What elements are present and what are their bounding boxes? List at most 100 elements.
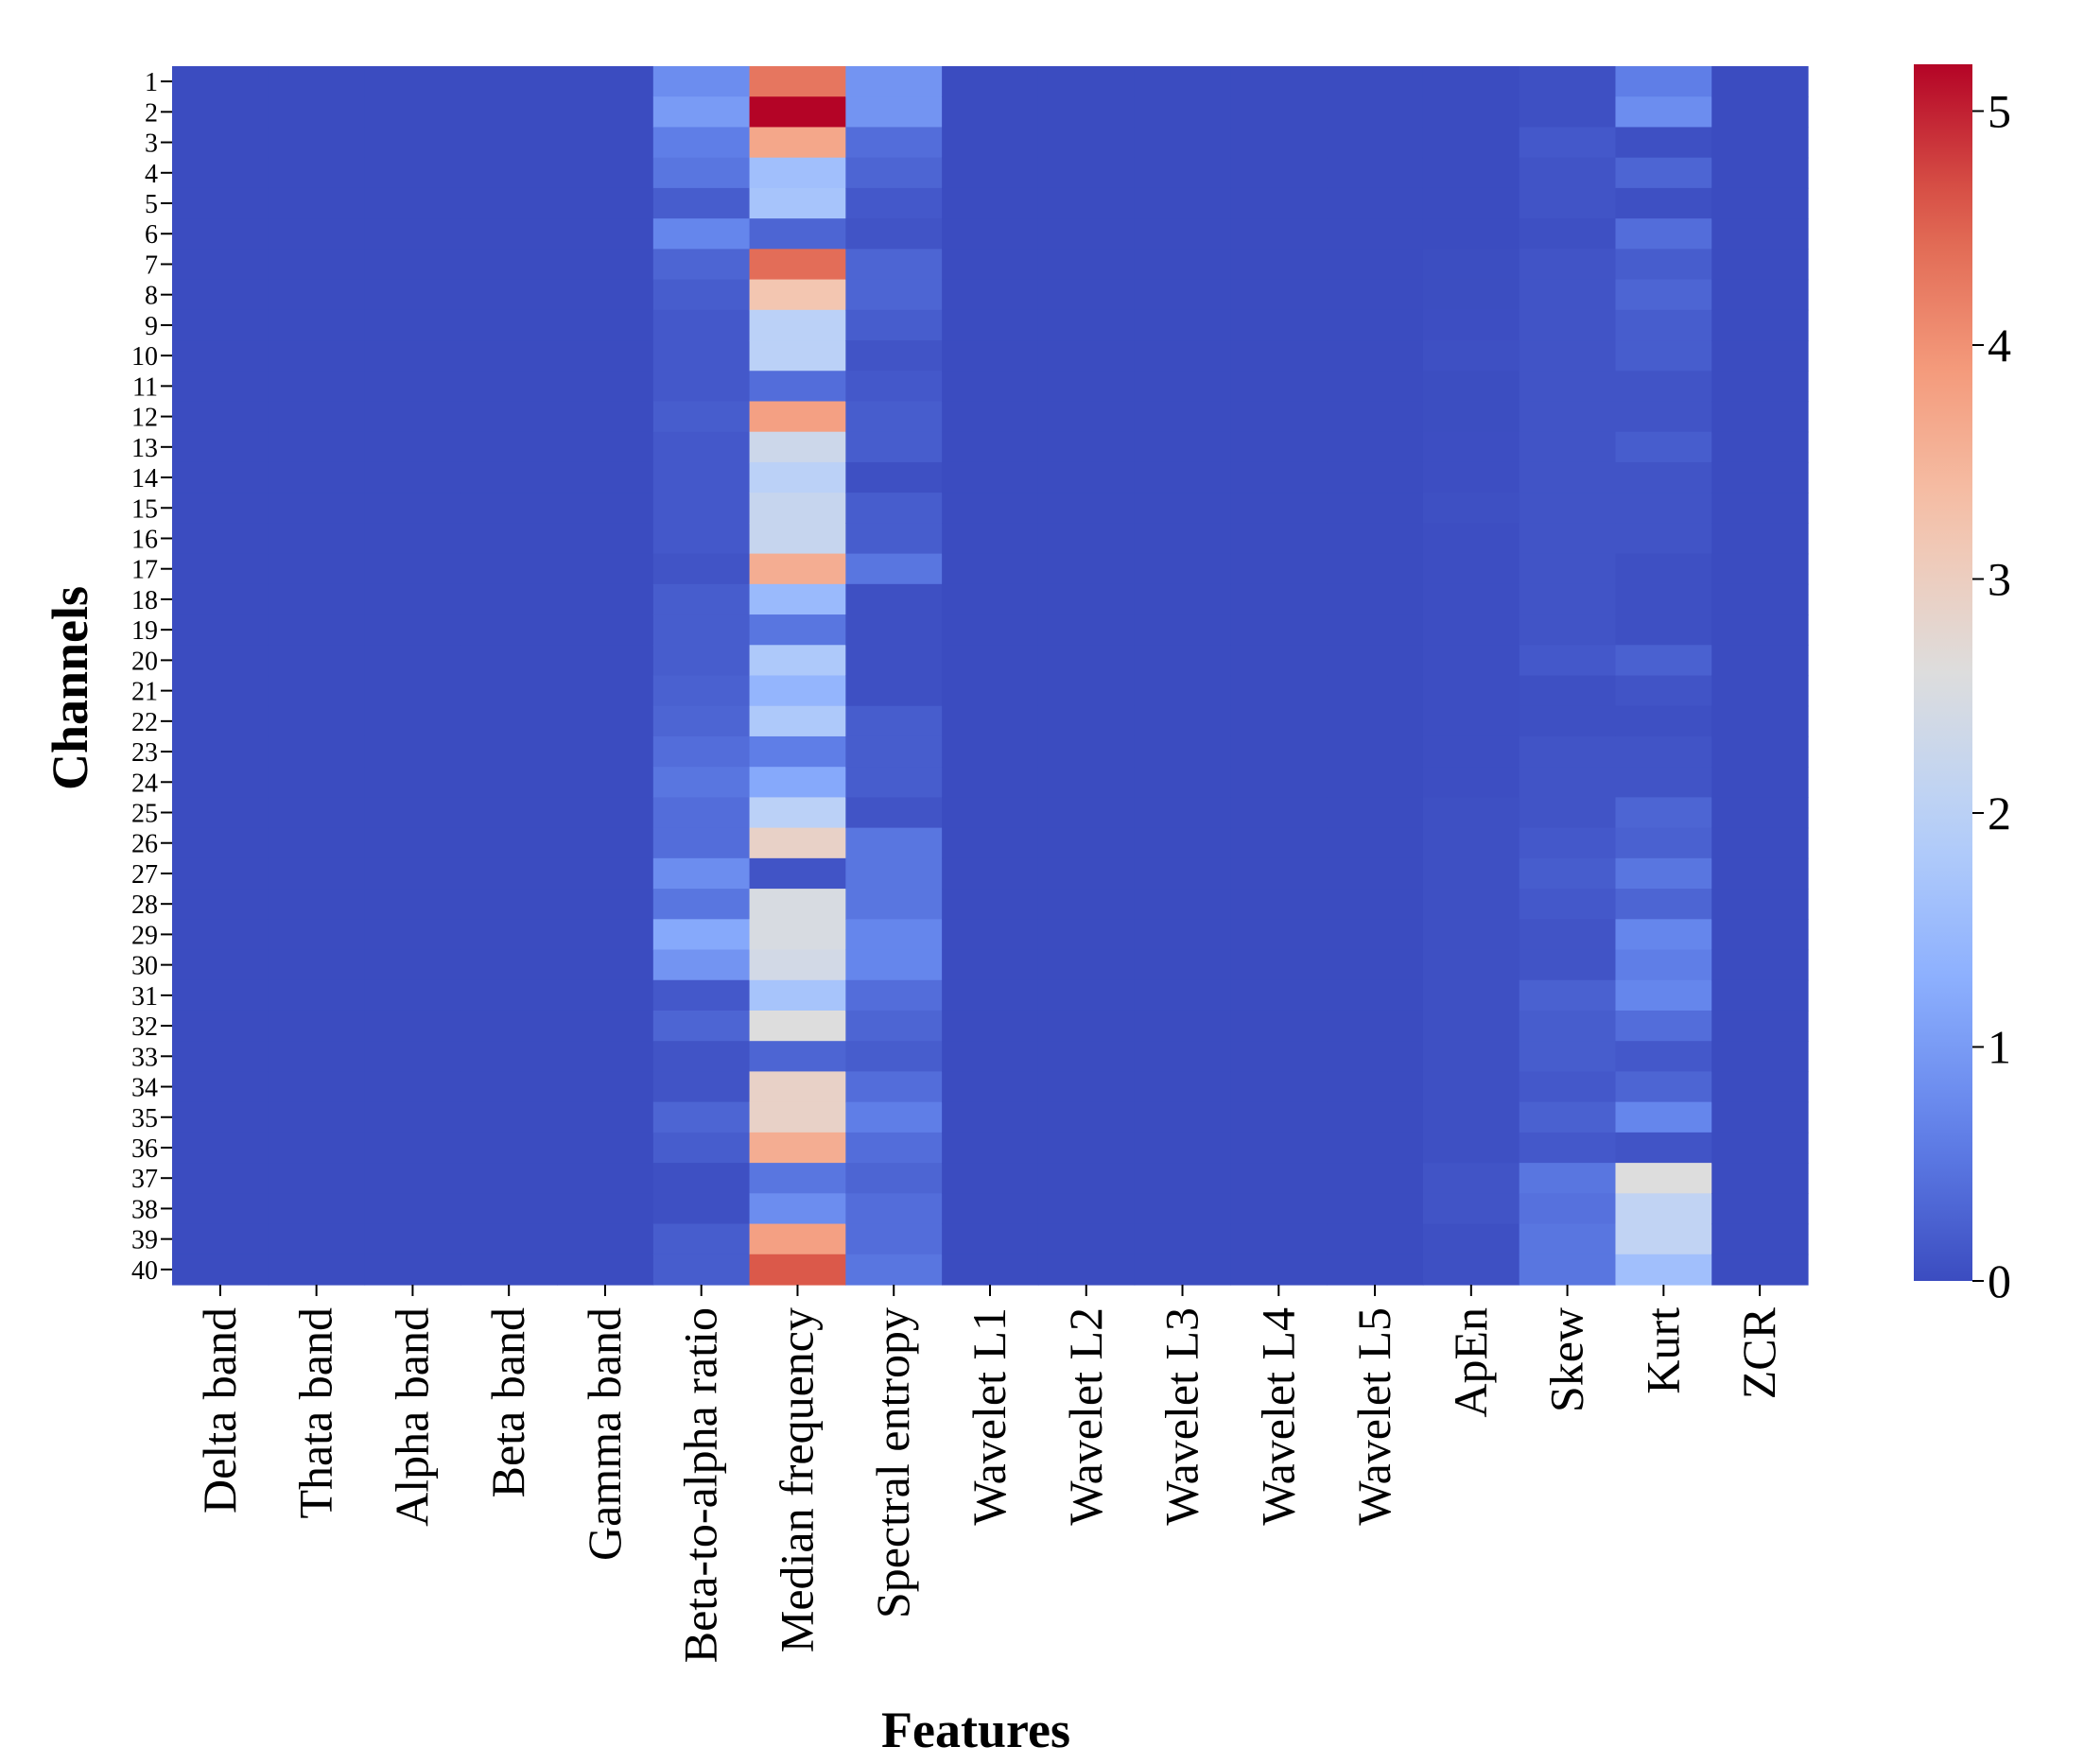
y-tick-label: 27 [131,860,158,890]
heatmap-cell [1422,857,1520,890]
heatmap-cell [1134,371,1232,403]
heatmap-cell [1615,1010,1712,1042]
heatmap-cell [749,614,846,646]
heatmap-cell [1134,461,1232,493]
heatmap-cell [1422,1254,1520,1286]
heatmap-cell [942,431,1039,463]
heatmap-cell [1134,431,1232,463]
heatmap-cell [557,340,654,372]
heatmap-cell [1711,979,1809,1012]
heatmap-cell [1422,979,1520,1012]
heatmap-cell [749,371,846,403]
heatmap-cell [652,309,751,341]
heatmap-cell [1037,583,1136,615]
heatmap-cell [1037,218,1136,250]
heatmap-cell [364,645,461,677]
heatmap-cell [364,218,461,250]
heatmap-cell [364,1193,461,1225]
heatmap-cell [652,645,751,677]
heatmap-cell [268,735,366,768]
heatmap-cell [845,127,943,159]
heatmap-cell [268,1132,366,1164]
heatmap-cell [460,645,558,677]
heatmap-cell [1037,309,1136,341]
heatmap-cell [942,583,1039,615]
y-tick-label: 35 [131,1104,158,1133]
heatmap-cell [1615,889,1712,920]
heatmap-cell [1327,1193,1424,1225]
heatmap-cell [1230,461,1328,493]
heatmap-cell [845,340,943,372]
heatmap-cell [557,857,654,890]
heatmap-cell [1519,797,1617,829]
heatmap-cell [460,797,558,829]
y-tick-label: 9 [145,312,158,341]
heatmap-cell [1134,583,1232,615]
heatmap-cell [557,583,654,615]
heatmap-cell [845,96,943,129]
heatmap-cell [1037,675,1136,707]
heatmap-cell [1327,797,1424,829]
heatmap-cell [364,96,461,129]
x-tick-label: Kurt [1636,1307,1689,1394]
x-tick-label: Skew [1540,1307,1593,1412]
heatmap-cell [268,127,366,159]
heatmap-cell [1519,371,1617,403]
heatmap-cell [749,1101,846,1133]
heatmap-cell [172,614,269,646]
heatmap-cell [1711,431,1809,463]
heatmap-cell [1422,1010,1520,1042]
heatmap-cell [1519,1041,1617,1073]
heatmap-cell [460,157,558,189]
heatmap-cell [557,767,654,799]
x-tick-label: Spectral entropy [866,1307,919,1618]
heatmap-cell [942,1071,1039,1103]
heatmap-cell [1037,553,1136,585]
heatmap-cell [942,1254,1039,1286]
heatmap-cell [268,96,366,129]
heatmap-cell [1422,371,1520,403]
heatmap-cell [1615,1163,1712,1194]
y-tick-label: 20 [131,647,158,676]
heatmap-cell [749,279,846,311]
heatmap-cell [942,493,1039,524]
heatmap-cell [652,583,751,615]
heatmap-cell [1230,431,1328,463]
heatmap-cell [557,461,654,493]
heatmap-cell [942,96,1039,129]
heatmap-cell [1037,979,1136,1012]
y-tick-label: 25 [131,800,158,829]
heatmap-cell [1327,1163,1424,1194]
heatmap-cell [172,493,269,524]
heatmap-cell [1230,401,1328,433]
heatmap-cell [942,1163,1039,1194]
heatmap-cell [942,1010,1039,1042]
heatmap-cell [557,96,654,129]
heatmap-cell [1327,857,1424,890]
heatmap-cell [1230,735,1328,768]
heatmap-cell [845,187,943,219]
heatmap-cell [268,1193,366,1225]
heatmap-cell [652,705,751,737]
heatmap-cell [652,1101,751,1133]
heatmap-cell [1519,493,1617,524]
heatmap-cell [845,249,943,281]
heatmap-cell [1422,949,1520,981]
heatmap-cell [1519,1071,1617,1103]
heatmap-cell [1327,979,1424,1012]
heatmap-cell [1711,401,1809,433]
heatmap-cell [364,279,461,311]
heatmap-cell [1519,614,1617,646]
heatmap-cell [1422,735,1520,768]
heatmap-cell [1519,1193,1617,1225]
heatmap-cell [1327,735,1424,768]
y-tick-label: 28 [131,891,158,920]
heatmap-cell [1230,1101,1328,1133]
heatmap-cell [268,340,366,372]
heatmap-cell [364,1163,461,1194]
heatmap-cell [1711,279,1809,311]
heatmap-cell [1422,431,1520,463]
heatmap-cell [172,889,269,920]
heatmap-cell [845,401,943,433]
